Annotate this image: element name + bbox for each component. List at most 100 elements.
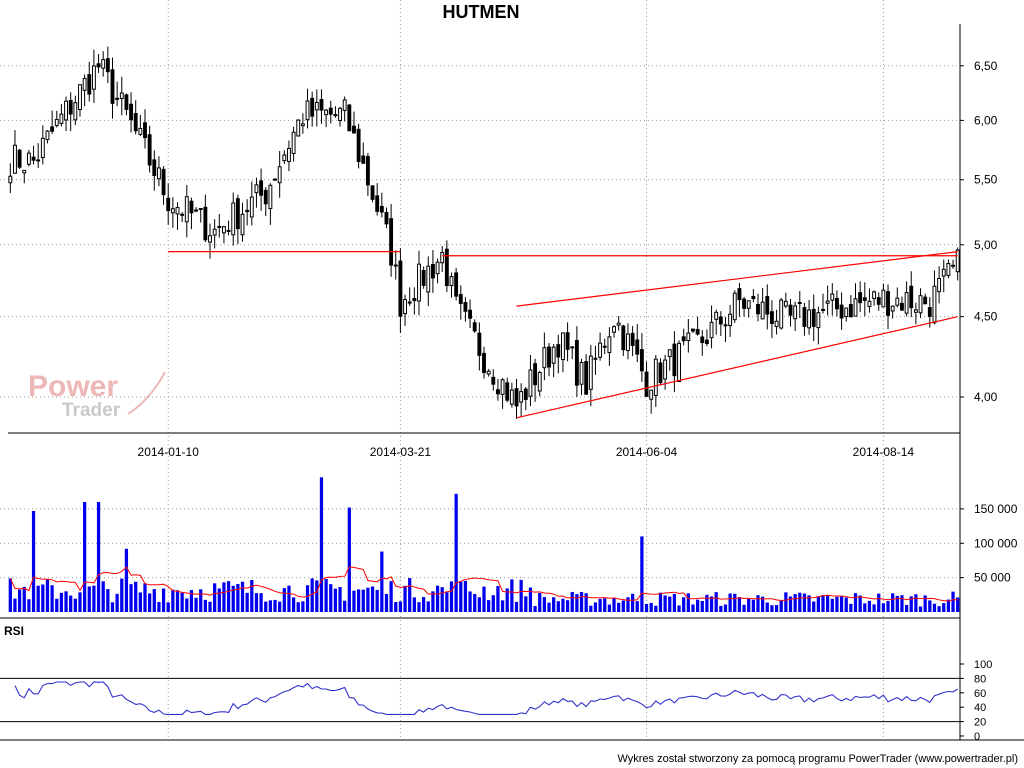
candle-body bbox=[704, 339, 709, 345]
candle-body bbox=[180, 213, 185, 216]
price-tick-label: 5,50 bbox=[974, 173, 998, 187]
axes: 2014-01-10 2014-03-21 2014-06-04 2014-08-14… bbox=[0, 24, 1024, 743]
volume-bar bbox=[552, 597, 556, 612]
candle-body bbox=[342, 99, 347, 111]
candle-body bbox=[314, 101, 319, 111]
volume-bar bbox=[426, 601, 430, 612]
candle-body bbox=[616, 322, 621, 326]
candle-body bbox=[825, 300, 830, 304]
candle-body bbox=[528, 369, 533, 397]
volume-bar bbox=[491, 595, 495, 612]
volume-bar bbox=[923, 595, 927, 612]
volume-bar bbox=[951, 591, 955, 612]
candle-body bbox=[166, 197, 171, 212]
volume-bar bbox=[565, 600, 570, 612]
candle-body bbox=[393, 264, 398, 267]
volume-bar bbox=[747, 598, 751, 612]
volume-bar bbox=[213, 583, 217, 612]
volume-bar bbox=[361, 589, 365, 612]
volume-bar bbox=[106, 589, 110, 612]
candle-body bbox=[909, 285, 914, 309]
volume-bar bbox=[291, 597, 296, 612]
volume-bar bbox=[78, 592, 82, 612]
volume-bar bbox=[942, 603, 946, 612]
volume-bar bbox=[64, 591, 68, 612]
candle-body bbox=[760, 301, 765, 320]
candle-body bbox=[119, 92, 124, 99]
volume-bar bbox=[514, 601, 519, 612]
volume-bar bbox=[500, 600, 505, 612]
candle-body bbox=[834, 297, 839, 310]
candle-body bbox=[8, 175, 13, 184]
volume-moving-average bbox=[9, 566, 958, 602]
volume-bar bbox=[92, 585, 96, 612]
candle-body bbox=[482, 352, 486, 374]
volume-bar bbox=[839, 595, 844, 612]
volume-bar bbox=[621, 600, 625, 612]
volume-bar bbox=[431, 591, 435, 612]
volume-bar bbox=[561, 598, 565, 612]
volume-bar bbox=[598, 598, 602, 612]
candle-body bbox=[658, 362, 663, 384]
candle-body bbox=[468, 309, 473, 319]
volume-bar bbox=[157, 602, 161, 612]
volume-bar bbox=[761, 596, 765, 612]
candle-body bbox=[50, 126, 55, 132]
candle-body bbox=[101, 59, 106, 69]
volume-tick-label: 150 000 bbox=[974, 502, 1018, 516]
candle-body bbox=[361, 155, 366, 164]
candle-body bbox=[742, 298, 746, 309]
candle-body bbox=[519, 391, 524, 403]
volume-bar bbox=[115, 593, 119, 612]
volume-bar bbox=[826, 595, 830, 612]
volume-bar bbox=[41, 584, 45, 612]
candle-body bbox=[714, 311, 719, 320]
volume-bar bbox=[872, 604, 876, 612]
watermark-swoosh bbox=[127, 371, 166, 415]
volume-bar bbox=[733, 593, 737, 612]
volume-bar bbox=[793, 594, 797, 612]
candle-body bbox=[500, 379, 505, 395]
volume-bar bbox=[282, 588, 286, 612]
volume-bar bbox=[728, 593, 732, 612]
candle-body bbox=[514, 388, 519, 407]
candle-body bbox=[858, 292, 863, 304]
candle-body bbox=[876, 297, 881, 305]
candle-body bbox=[300, 123, 305, 127]
candle-body bbox=[91, 65, 96, 90]
volume-bar bbox=[584, 593, 588, 612]
candle-body bbox=[718, 316, 723, 325]
volume-bar bbox=[575, 594, 579, 612]
volume-bar bbox=[487, 600, 491, 612]
candle-body bbox=[78, 84, 82, 111]
candle-body bbox=[667, 349, 672, 358]
candle-body bbox=[245, 209, 250, 213]
candle-body bbox=[189, 200, 194, 214]
volume-bar bbox=[630, 593, 635, 612]
candle-body bbox=[259, 180, 264, 196]
volume-bar bbox=[654, 605, 658, 612]
volume-bar bbox=[737, 597, 742, 612]
candle-body bbox=[45, 130, 50, 140]
candle-body bbox=[472, 322, 477, 332]
volume-bar bbox=[635, 601, 639, 612]
volume-bar bbox=[788, 596, 793, 612]
candle-body bbox=[226, 229, 231, 232]
trendline bbox=[516, 251, 958, 307]
candle-body bbox=[217, 225, 222, 228]
candle-body bbox=[268, 184, 273, 210]
volume-bar bbox=[640, 536, 644, 612]
volume-bar bbox=[918, 606, 923, 612]
candle-body bbox=[365, 156, 370, 186]
volume-bar bbox=[268, 600, 273, 612]
volume-bar bbox=[867, 600, 872, 612]
volume-bar bbox=[55, 598, 59, 612]
candle-body bbox=[649, 389, 654, 400]
candle-body bbox=[356, 128, 361, 163]
volume-bar bbox=[366, 587, 370, 612]
candle-body bbox=[249, 196, 254, 218]
volume-bar bbox=[937, 606, 941, 612]
candle-body bbox=[68, 99, 73, 115]
volume-bar bbox=[389, 581, 393, 612]
price-panel bbox=[8, 46, 960, 419]
